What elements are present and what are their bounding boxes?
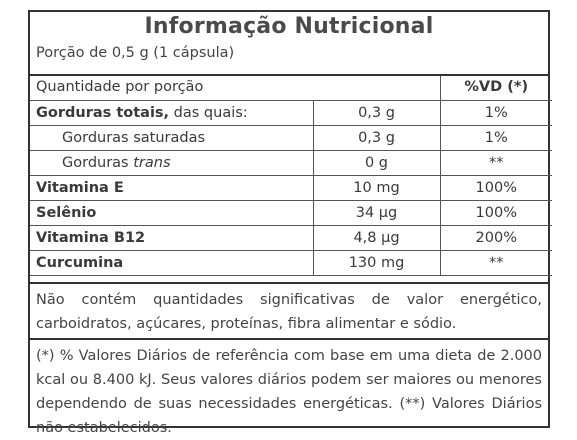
nutrient-name: Gorduras totais, das quais: (30, 99, 314, 126)
nutrient-amount: 130 mg (312, 249, 441, 276)
header-quantity-per-serving: Quantidade por porção (30, 75, 441, 101)
nutrient-name: Vitamina B12 (30, 224, 314, 251)
nutrient-name: Curcumina (30, 249, 314, 276)
nutrient-daily-value: ** (439, 149, 552, 176)
nutrient-daily-value: 1% (439, 99, 552, 126)
nutrient-amount: 0,3 g (312, 99, 441, 126)
nutrient-name: Gorduras trans (30, 149, 314, 176)
nutrient-amount: 0 g (312, 149, 441, 176)
nutrient-daily-value: 100% (439, 199, 552, 226)
table-row: Gorduras totais, das quais: 0,3 g 1% (30, 99, 552, 126)
nutrient-amount: 4,8 µg (312, 224, 441, 251)
insignificant-amounts-note: Não contém quantidades significativas de… (36, 292, 542, 332)
nutrient-name: Selênio (30, 199, 314, 226)
panel-title: Informação Nutricional (144, 14, 434, 39)
daily-value-reference-note: (*) % Valores Diários de referência com … (36, 348, 542, 436)
nutrient-amount: 10 mg (312, 174, 441, 201)
nutrient-label: Gorduras totais, (36, 104, 170, 121)
table-row: Vitamina E 10 mg 100% (30, 174, 552, 201)
table-row: Gorduras trans 0 g ** (30, 149, 552, 176)
table-bottom-divider (30, 282, 548, 284)
nutrient-daily-value: 100% (439, 174, 552, 201)
notes-divider (30, 338, 548, 340)
nutrient-label: Gorduras (62, 154, 134, 171)
nutrient-daily-value: 1% (439, 124, 552, 151)
nutrient-amount: 0,3 g (312, 124, 441, 151)
nutrition-table: Quantidade por porção %VD (*) Gorduras t… (30, 75, 552, 276)
nutrient-label-italic: trans (133, 154, 171, 171)
table-row: Selênio 34 µg 100% (30, 199, 552, 226)
nutrient-daily-value: ** (439, 249, 552, 276)
serving-size: Porção de 0,5 g (1 cápsula) (36, 45, 235, 61)
header-divider (30, 74, 548, 76)
nutrition-facts-panel: Informação Nutricional Porção de 0,5 g (… (28, 10, 552, 436)
table-row: Curcumina 130 mg ** (30, 249, 552, 276)
nutrient-name: Vitamina E (30, 174, 314, 201)
nutrient-label-suffix: das quais: (169, 104, 248, 121)
table-row: Gorduras saturadas 0,3 g 1% (30, 124, 552, 151)
nutrient-name: Gorduras saturadas (30, 124, 314, 151)
nutrient-daily-value: 200% (439, 224, 552, 251)
header-daily-value: %VD (*) (439, 75, 552, 101)
nutrition-table-wrap: Quantidade por porção %VD (*) Gorduras t… (30, 75, 552, 276)
table-row: Vitamina B12 4,8 µg 200% (30, 224, 552, 251)
nutrient-amount: 34 µg (312, 199, 441, 226)
table-header-row: Quantidade por porção %VD (*) (30, 75, 552, 101)
nutrient-label: Gorduras saturadas (62, 129, 206, 146)
